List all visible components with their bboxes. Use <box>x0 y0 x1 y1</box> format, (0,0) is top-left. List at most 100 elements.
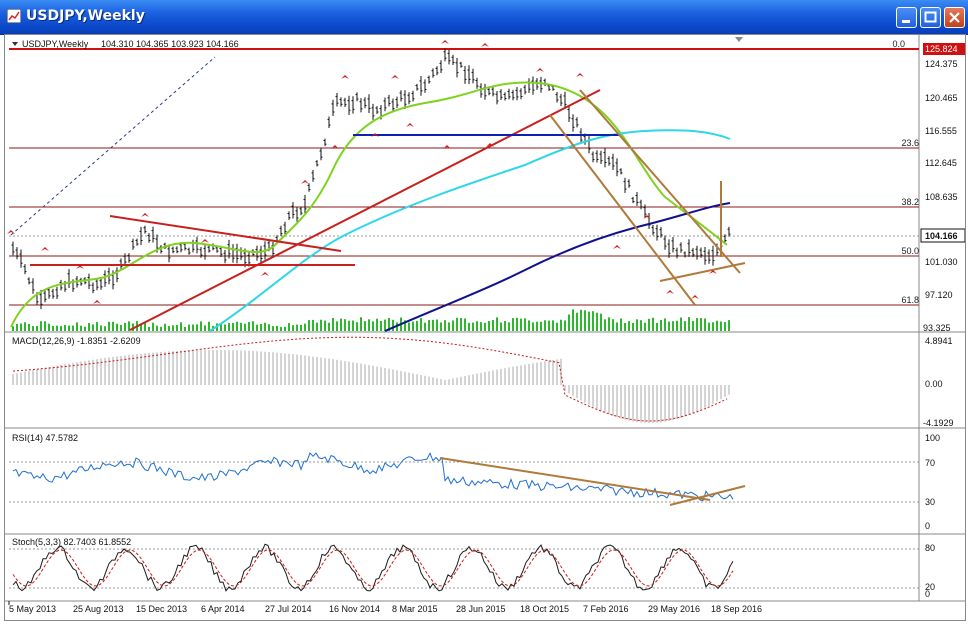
macd-histogram-bar <box>720 385 722 400</box>
volume-bar <box>548 320 550 331</box>
volume-bar <box>684 321 686 331</box>
macd-histogram-bar <box>388 368 390 385</box>
macd-histogram-bar <box>368 365 370 385</box>
volume-bar <box>308 320 310 331</box>
time-label-11: 29 May 2016 <box>648 604 700 614</box>
macd-histogram-bar <box>588 385 590 405</box>
macd-histogram-bar <box>624 385 626 420</box>
volume-bar <box>704 318 706 331</box>
macd-histogram-bar <box>532 363 534 385</box>
macd-histogram-bar <box>196 350 198 385</box>
fractal-arrow-icon <box>93 300 101 304</box>
fractal-arrow-icon <box>666 290 674 294</box>
volume-bar <box>264 322 266 331</box>
time-label-5: 27 Jul 2014 <box>265 604 312 614</box>
time-label-3: 15 Dec 2013 <box>136 604 187 614</box>
volume-bar <box>36 325 38 331</box>
macd-histogram-bar <box>92 359 94 385</box>
price-label-2: 120.465 <box>925 93 958 103</box>
volume-bar <box>500 322 502 331</box>
stoch-d-line <box>12 549 734 587</box>
macd-histogram-bar <box>672 385 674 421</box>
macd-histogram-bar <box>28 370 30 385</box>
rsi-axis-70: 70 <box>925 458 935 468</box>
time-label-7: 8 Mar 2015 <box>392 604 438 614</box>
chart-area[interactable]: 0.0 23.6 38.2 50.0 61.8 <box>4 34 966 621</box>
macd-histogram-bar <box>288 353 290 385</box>
macd-histogram-bar <box>64 364 66 385</box>
volume-bar <box>672 321 674 331</box>
volume-bar <box>64 324 66 331</box>
fractal-arrow-icon <box>709 270 717 274</box>
volume-bar <box>248 322 250 331</box>
top-price-label: 125.824 <box>925 44 958 54</box>
macd-histogram-bar <box>244 350 246 385</box>
volume-bar <box>460 318 462 331</box>
dropdown-arrow-icon[interactable] <box>12 42 18 46</box>
macd-histogram-bar <box>332 359 334 385</box>
volume-bar <box>536 321 538 331</box>
close-button[interactable] <box>944 7 965 28</box>
macd-histogram-bar <box>468 375 470 385</box>
fractal-markers <box>7 40 717 304</box>
volume-bar <box>360 317 362 331</box>
volume-bar <box>364 321 366 331</box>
title-bar[interactable]: USDJPY,Weekly <box>0 0 968 35</box>
volume-bar <box>96 322 98 331</box>
volume-bar <box>312 319 314 331</box>
chart-canvas[interactable]: 0.0 23.6 38.2 50.0 61.8 <box>5 35 966 620</box>
macd-histogram-bar <box>76 362 78 385</box>
macd-histogram-bar <box>228 350 230 385</box>
rsi-trendline <box>439 457 711 501</box>
macd-histogram-bar <box>220 350 222 385</box>
volume-bar <box>92 324 94 331</box>
macd-histogram-bar <box>560 358 562 385</box>
macd-histogram-bar <box>688 385 690 415</box>
macd-histogram-bar <box>432 377 434 385</box>
volume-bar <box>452 320 454 331</box>
fractal-arrow-icon <box>576 73 584 77</box>
volume-bar <box>276 325 278 331</box>
macd-histogram-bar <box>44 367 46 385</box>
fractal-arrow-icon <box>7 230 15 234</box>
volume-bar <box>384 319 386 331</box>
stoch-axis-80: 80 <box>925 543 935 553</box>
fractal-arrow-icon <box>41 247 49 251</box>
volume-bar <box>172 325 174 331</box>
volume-bar <box>656 322 658 331</box>
volume-bar <box>280 326 282 331</box>
volume-bar <box>224 324 226 331</box>
macd-histogram-bar <box>564 385 566 391</box>
macd-histogram-bar <box>692 385 694 414</box>
volume-bar <box>592 311 594 331</box>
fib-label-50: 50.0 <box>901 246 919 256</box>
volume-bar <box>204 325 206 331</box>
minimize-icon <box>902 20 910 23</box>
maximize-button[interactable] <box>920 7 941 28</box>
volume-bar <box>620 318 622 331</box>
macd-histogram-bar <box>148 352 150 385</box>
macd-histogram-bar <box>40 368 42 385</box>
stoch-axis-20: 20 <box>925 582 935 592</box>
fractal-arrow-icon <box>536 68 544 72</box>
price-label-7: 97.120 <box>925 290 953 300</box>
volume-bar <box>304 323 306 331</box>
volume-bars <box>12 309 730 331</box>
volume-bar <box>520 318 522 331</box>
minimize-button[interactable] <box>896 7 917 28</box>
scroll-marker-icon[interactable] <box>735 37 743 42</box>
volume-bar <box>464 318 466 331</box>
macd-histogram-bar <box>576 385 578 398</box>
macd-histogram-bar <box>596 385 598 409</box>
volume-bar <box>236 321 238 331</box>
macd-histogram-bar <box>724 385 726 397</box>
macd-histogram-bar <box>296 354 298 385</box>
volume-bar <box>588 311 590 331</box>
volume-bar <box>580 309 582 331</box>
macd-histogram-bar <box>504 368 506 385</box>
rsi-axis-100: 100 <box>925 433 940 443</box>
volume-bar <box>152 322 154 331</box>
fractal-arrow-icon <box>486 143 494 147</box>
macd-histogram-bar <box>728 385 730 395</box>
macd-histogram-bar <box>500 368 502 385</box>
